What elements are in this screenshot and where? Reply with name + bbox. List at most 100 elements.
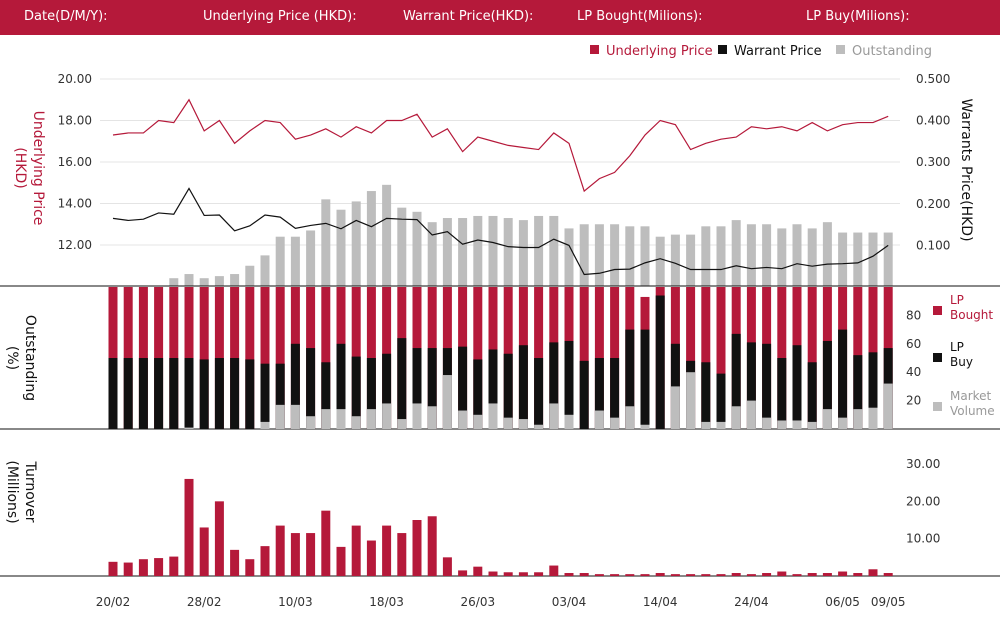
turnover-bar (138, 559, 148, 576)
legend-lp-buy-label-line1: LP (950, 340, 964, 354)
turnover-bar (853, 573, 863, 576)
outstanding-bar (655, 236, 665, 286)
legend-underlying-label: Underlying Price (606, 44, 713, 59)
outstanding-bar (260, 255, 270, 286)
market-volume-bar (397, 419, 407, 429)
turnover-bar (442, 557, 452, 576)
market-volume-bar (822, 409, 832, 429)
market-volume-bar (564, 414, 574, 429)
turnover-bar (123, 562, 133, 576)
market-volume-bar (427, 406, 437, 429)
turnover-bar (382, 525, 392, 576)
outstanding-bar (746, 224, 756, 286)
lp-bought-bar (199, 287, 209, 429)
lp-buy-bar (746, 342, 756, 429)
lp-buy-bar (594, 358, 604, 429)
outstanding-bar (731, 220, 741, 286)
legend-lp-bought-label-line1: LP (950, 293, 964, 307)
outstanding-bar (792, 224, 802, 286)
lp-buy-bar (853, 355, 863, 429)
y-tick-label-mid: 40 (906, 365, 921, 379)
lp-buy-bar (549, 342, 559, 429)
lp-buy-bar (564, 340, 574, 429)
outstanding-bar (838, 232, 848, 286)
lp-buy-bar (473, 359, 483, 429)
lp-buy-bar (716, 373, 726, 429)
turnover-bar (336, 546, 346, 576)
lp-buy-bar (701, 362, 711, 429)
lp-buy-bar (214, 358, 224, 429)
turnover-bar (306, 533, 316, 576)
market-volume-bar (838, 417, 848, 429)
x-tick-label: 03/04 (552, 595, 587, 609)
outstanding-bar (442, 218, 452, 286)
turnover-bar (214, 501, 224, 576)
outstanding-bar (458, 218, 468, 286)
header-date-label: Date(D/M/Y): (24, 9, 108, 24)
market-volume-bar (610, 417, 620, 429)
outstanding-bar (701, 226, 711, 286)
market-volume-bar (670, 386, 680, 429)
outstanding-bar (625, 226, 635, 286)
outstanding-bar (579, 224, 589, 286)
lp-buy-bar (199, 359, 209, 429)
lp-buy-bar (518, 345, 528, 429)
market-volume-bar (336, 409, 346, 429)
lp-buy-bar (169, 358, 179, 429)
y-tick-label-bottom: 10.00 (906, 532, 940, 546)
market-volume-bar (306, 416, 316, 429)
market-volume-bar (412, 403, 422, 429)
underlying-price-line (112, 98, 889, 193)
market-volume-bar (731, 406, 741, 429)
outstanding-bar (169, 278, 179, 286)
lp-buy-bar (610, 358, 620, 429)
turnover-bar (199, 527, 209, 576)
y-axis-title-left: Underlying Price (30, 111, 46, 226)
outstanding-bar (503, 218, 513, 286)
turnover-bar (275, 525, 285, 576)
y-tick-label-right: 0.100 (916, 238, 950, 252)
lp-buy-bar (427, 348, 437, 429)
market-volume-bar (594, 410, 604, 429)
lp-buy-bar (579, 360, 589, 429)
turnover-bar (777, 571, 787, 576)
market-volume-bar (458, 410, 468, 429)
turnover-bar (746, 574, 756, 576)
market-volume-bar (351, 416, 361, 429)
lp-buy-bar (306, 348, 316, 429)
turnover-bar (534, 572, 544, 576)
lp-buy-bar (154, 358, 164, 429)
outstanding-bar (670, 234, 680, 286)
header-lp-bought-label: LP Bought(Milions): (577, 9, 703, 24)
x-tick-label: 28/02 (187, 595, 222, 609)
market-volume-bar (777, 420, 787, 429)
turnover-bar (868, 569, 878, 576)
legend-underlying-swatch (590, 45, 599, 54)
turnover-bar (412, 520, 422, 576)
turnover-bar (260, 546, 270, 576)
lp-bought-bar (260, 287, 270, 429)
turnover-bar (579, 573, 589, 576)
legend-market-volume-swatch (933, 402, 942, 411)
turnover-bar (549, 565, 559, 576)
legend-warrant-label: Warrant Price (734, 44, 822, 59)
y-tick-label-bottom: 30.00 (906, 457, 940, 471)
outstanding-bar (427, 222, 437, 286)
market-volume-bar (184, 427, 194, 429)
turnover-bar (594, 574, 604, 576)
market-volume-bar (534, 424, 544, 429)
outstanding-bar (290, 236, 300, 286)
market-volume-bar (488, 403, 498, 429)
outstanding-bar (336, 209, 346, 286)
price-chart-panel: 20.00 18.00 16.00 14.00 12.00 0.500 0.400 0.300… (0, 72, 1000, 287)
y-tick-label-right: 0.500 (916, 72, 950, 86)
outstanding-bar (518, 220, 528, 286)
turnover-bar (731, 573, 741, 576)
turnover-bar (108, 561, 118, 576)
lp-bought-bar (579, 287, 589, 429)
market-volume-bar (321, 409, 331, 429)
x-tick-label: 26/03 (461, 595, 496, 609)
lp-buy-bar (245, 359, 255, 429)
turnover-bar (762, 573, 772, 576)
lp-buy-bar (366, 358, 376, 429)
